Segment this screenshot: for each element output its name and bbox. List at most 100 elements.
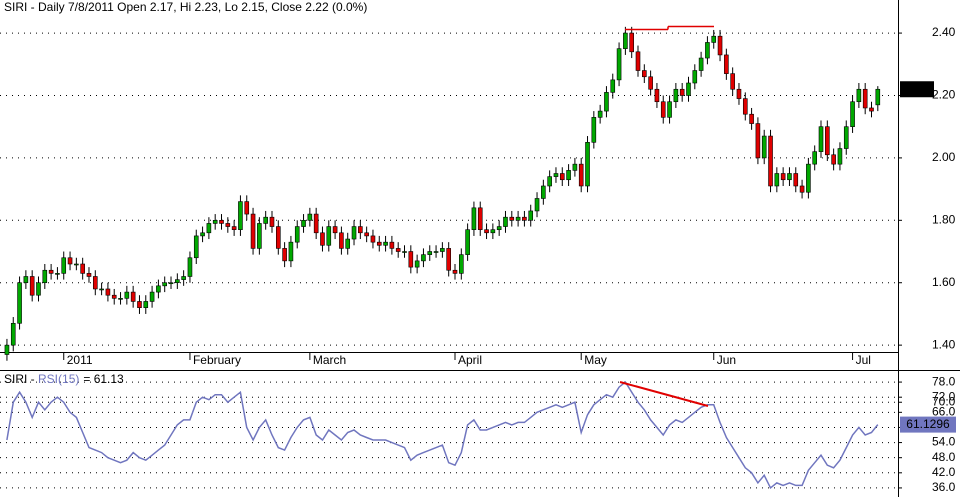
y-tick-label: 1.60 <box>932 275 956 289</box>
y-tick-label: 1.80 <box>932 212 956 226</box>
candle-body <box>275 226 281 249</box>
rsi-name: RSI(15) <box>38 372 79 386</box>
rsi-title-prefix: SIRI - <box>4 372 38 386</box>
candle-body <box>610 79 616 93</box>
candle-body <box>92 276 98 290</box>
candle-body <box>105 288 111 296</box>
y-tick-label: 2.00 <box>932 150 956 164</box>
candle-body <box>181 276 186 280</box>
candle-body <box>402 251 407 253</box>
candle-body <box>332 226 338 234</box>
candle-body <box>61 257 67 274</box>
candle-body <box>654 88 660 103</box>
candle-body <box>818 126 824 152</box>
candle-body <box>313 213 319 234</box>
candle-body <box>648 76 653 90</box>
candle-body <box>755 123 761 159</box>
rsi-trendline <box>619 381 709 407</box>
candle-body <box>149 291 155 302</box>
y-tick-label: 48.0 <box>932 450 956 464</box>
candle-body <box>572 163 578 171</box>
candle-body <box>869 107 874 112</box>
candle-body <box>301 220 306 227</box>
candle-body <box>433 251 439 253</box>
y-tick-label: 1.40 <box>932 337 956 351</box>
candle-body <box>351 226 357 240</box>
candle-body <box>80 263 85 274</box>
rsi-title-value: = 61.13 <box>83 372 124 386</box>
y-tick-label: 66.0 <box>932 404 956 418</box>
x-tick-label: Jun <box>717 353 736 367</box>
candle-body <box>307 213 313 221</box>
candle-body <box>534 198 540 212</box>
x-tick-label: April <box>458 353 482 367</box>
candle-body <box>130 291 136 302</box>
x-tick-label: May <box>584 353 607 367</box>
candle-body <box>503 216 508 227</box>
candle-body <box>692 70 698 84</box>
candle-body <box>99 288 104 291</box>
candle-body <box>358 226 363 234</box>
candle-body <box>642 70 647 78</box>
candle-body <box>17 282 22 324</box>
candle-body <box>774 173 780 187</box>
candle-body <box>856 88 862 103</box>
candle-body <box>578 163 584 187</box>
x-tick-label: 2011 <box>67 353 93 367</box>
candle-body <box>137 301 142 308</box>
candle-body <box>591 117 597 143</box>
candle-body <box>168 282 174 285</box>
candle-body <box>206 223 212 234</box>
candle-body <box>244 201 250 215</box>
candle-body <box>55 273 60 275</box>
candle-body <box>825 126 830 156</box>
candle-body <box>635 51 641 71</box>
chart-title: SIRI - Daily 7/8/2011 Open 2.17, Hi 2.23… <box>4 0 367 14</box>
last-value-label: 2.22 <box>905 81 929 95</box>
candle-body <box>345 238 351 249</box>
candle-body <box>686 82 691 96</box>
candle-body <box>376 241 382 246</box>
candle-body <box>427 251 433 255</box>
candle-body <box>383 241 388 246</box>
candle-body <box>477 207 483 230</box>
candle-body <box>440 248 445 252</box>
candle-body <box>660 101 666 118</box>
last-value-box <box>900 81 934 98</box>
candle-body <box>29 276 35 296</box>
candle-body <box>843 126 849 149</box>
x-tick-label: Jul <box>856 353 871 367</box>
candle-body <box>629 32 634 53</box>
candle-body <box>111 294 117 299</box>
candle-body <box>742 98 748 115</box>
candle-body <box>831 154 836 165</box>
candle-body <box>787 173 792 181</box>
candle-body <box>465 229 470 255</box>
candle-body <box>566 170 571 181</box>
candle-body <box>10 322 16 346</box>
candle-body <box>559 173 565 181</box>
candle-body <box>320 232 325 246</box>
candle-body <box>616 48 622 81</box>
candle-body <box>263 216 268 224</box>
candle-body <box>288 241 294 262</box>
last-value-label: 61.1296 <box>906 417 950 431</box>
candle-body <box>541 185 546 199</box>
candle-body <box>768 135 773 187</box>
y-tick-label: 2.40 <box>932 25 956 39</box>
y-tick-label: 2.20 <box>932 88 956 102</box>
candle-body <box>124 291 130 299</box>
candle-body <box>793 173 799 187</box>
y-tick-label: 54.0 <box>932 435 956 449</box>
candle-body <box>4 344 10 355</box>
candle-body <box>812 151 817 165</box>
candle-body <box>326 226 332 246</box>
candle-body <box>522 216 527 221</box>
y-tick-label: 78.0 <box>932 374 956 388</box>
candle-body <box>585 141 590 187</box>
candle-body <box>623 32 628 49</box>
x-tick-label: March <box>313 353 346 367</box>
candle-body <box>875 88 881 106</box>
